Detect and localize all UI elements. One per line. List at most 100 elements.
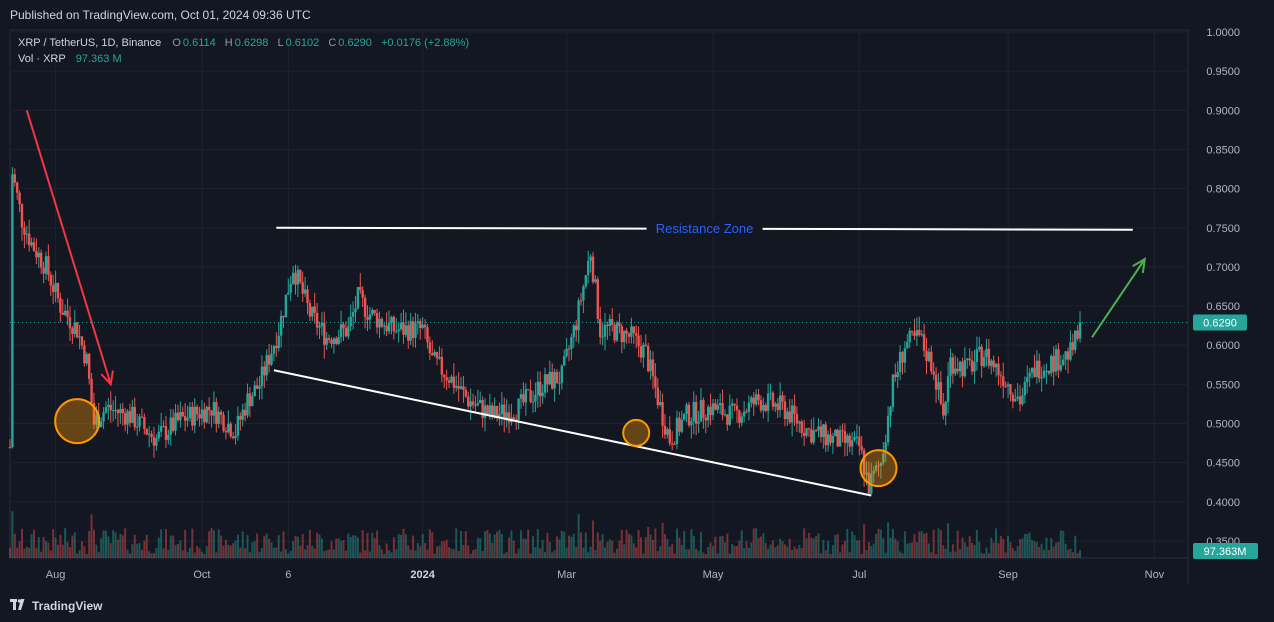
volume-bar [76,553,79,558]
candle-body [294,272,297,285]
resistance-label-bg [646,219,763,236]
volume-bar [762,533,765,558]
candle-body [606,324,609,327]
volume-bar [460,531,463,558]
volume-bar [1045,537,1048,558]
candle-body [267,355,271,365]
candle-body [704,417,707,421]
candle-body [83,345,86,364]
volume-bar [925,532,928,558]
volume-bar [378,544,381,558]
candle-body [239,415,242,420]
candle-body [1057,349,1060,371]
volume-bar [371,532,374,558]
volume-bar [1059,530,1062,558]
candle-body [291,272,295,284]
volume-bar [716,553,719,558]
published-bar: Published on TradingView.com, Oct 01, 20… [0,0,1274,30]
candle-body [858,436,861,447]
volume-bar [44,541,47,558]
volume-bar [522,538,525,558]
candle-body [649,359,652,372]
volume-bar [793,546,796,558]
volume-bar [589,546,592,558]
volume-bar [181,550,184,558]
candle-body [123,413,127,425]
volume-bar [884,552,887,558]
candle-body [874,465,878,471]
volume-bar [642,553,645,558]
candle-body [932,371,935,375]
volume-bar [841,544,844,558]
candle-body [769,392,772,394]
volume-bar [520,530,523,558]
candle-body [212,402,216,416]
candle-body [491,405,494,417]
candle-body [750,397,753,403]
candle-body [1040,377,1043,379]
volume-bar [719,536,722,558]
volume-bar [1052,546,1055,558]
volume-bar [198,548,201,558]
y-tick-label: 0.9000 [1206,105,1240,117]
volume-bar [1076,553,1079,558]
candle-body [428,342,432,354]
candle-body [901,352,904,363]
candle-body [207,406,211,411]
volume-bar [558,539,561,558]
volume-bar [587,552,590,558]
candle-body [735,405,739,411]
volume-bar [9,547,11,558]
volume-bar [23,549,26,558]
candle-body [584,275,588,287]
volume-bar [855,540,858,558]
candle-body [913,332,916,336]
volume-bar [222,545,225,558]
volume-bar [1009,542,1012,558]
volume-bar [138,543,141,558]
candle-body [872,470,875,474]
price-chart[interactable]: Resistance Zone 1.0000 0.9500 0.9000 0.8500… [0,0,1274,590]
candle-body [1076,330,1079,339]
tradingview-logo[interactable]: TradingView [10,598,102,613]
volume-bar [644,537,647,558]
volume-bar [164,528,167,558]
candle-body [527,389,530,391]
volume-bar [882,538,885,558]
candle-body [354,308,357,313]
candle-body [327,338,331,340]
volume-bar [1004,552,1007,558]
volume-bar [997,543,1000,558]
candle-body [56,282,60,299]
candle-body [299,269,302,283]
volume-bar [829,553,832,558]
candle-body [411,321,415,338]
candle-body [210,410,213,416]
volume-bar [445,539,448,558]
volume-bar [61,544,64,558]
candle-body [323,322,326,345]
candle-body [423,324,427,328]
candle-body [610,319,614,325]
candle-body [433,351,436,356]
volume-bar [421,533,424,558]
candle-body [1006,384,1010,387]
high-label: H [224,37,233,49]
candle-body [855,436,859,438]
candle-body [203,409,206,423]
candle-body [990,360,993,366]
candles [8,167,1082,495]
candle-body [632,326,635,334]
down-arrow-head [100,370,114,387]
volume-bar [707,546,710,558]
volume-bar [332,549,335,558]
volume-bar [368,551,371,558]
candle-body [951,357,955,374]
candle-body [287,292,290,295]
volume-bar [474,549,477,558]
volume-bar [30,533,33,558]
volume-bar [728,553,731,558]
volume-bar [534,547,537,558]
candle-body [1045,370,1048,372]
volume-bar [452,549,455,558]
